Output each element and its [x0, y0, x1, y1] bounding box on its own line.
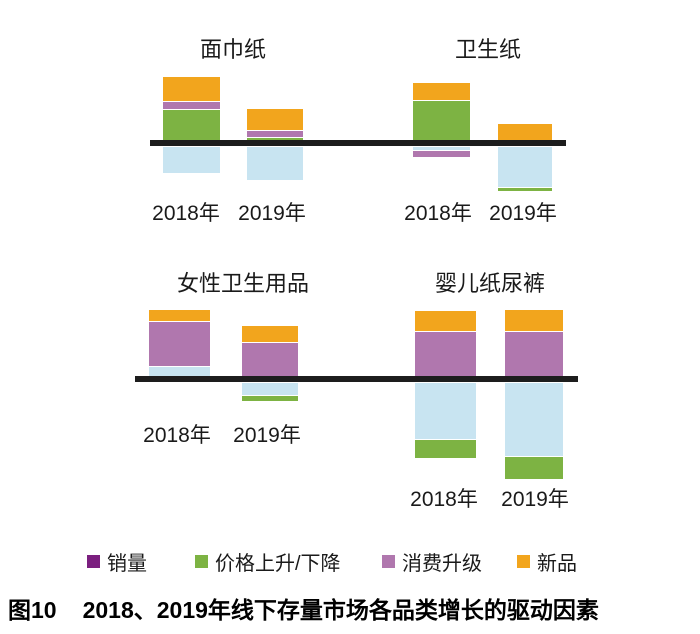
bar-segment-销量 — [498, 147, 552, 187]
bar-segment-新品 — [242, 326, 298, 342]
caption-text: 2018、2019年线下存量市场各品类增长的驱动因素 — [82, 597, 599, 623]
bar-segment-消费升级 — [415, 332, 476, 376]
bar-segment-消费升级 — [242, 343, 298, 376]
legend-swatch-new-products — [517, 555, 530, 568]
legend-swatch-price — [195, 555, 208, 568]
bar-segment-销量 — [247, 147, 303, 180]
figure-caption: 图10 2018、2019年线下存量市场各品类增长的驱动因素 — [8, 591, 599, 625]
chart-title-toilet-paper: 卫生纸 — [454, 37, 522, 62]
bar-segment-销量 — [163, 147, 220, 173]
bar-segment-价格上升/下降 — [242, 396, 298, 401]
bar-segment-新品 — [413, 83, 470, 100]
bar-segment-销量 — [413, 147, 470, 150]
category-label: 2018年 — [404, 202, 472, 225]
legend-item-price: 价格上升/下降 — [195, 547, 341, 576]
bar-segment-新品 — [163, 77, 220, 101]
bar-segment-消费升级 — [413, 151, 470, 157]
legend-label-premiumisation: 消费升级 — [402, 553, 482, 575]
bar-segment-新品 — [505, 310, 563, 331]
bar-segment-销量 — [415, 383, 476, 439]
legend-item-volume: 销量 — [87, 547, 147, 576]
legend-label-price: 价格上升/下降 — [215, 553, 341, 575]
bar-segment-价格上升/下降 — [413, 101, 470, 140]
bar-segment-销量 — [149, 367, 210, 376]
bar-segment-价格上升/下降 — [415, 440, 476, 458]
category-label: 2019年 — [489, 202, 557, 225]
caption-label: 图10 — [8, 597, 57, 623]
legend-swatch-volume — [87, 555, 100, 568]
bar-segment-新品 — [149, 310, 210, 321]
legend-label-volume: 销量 — [107, 553, 147, 575]
bar-segment-消费升级 — [247, 131, 303, 137]
bar-segment-消费升级 — [505, 332, 563, 376]
bar-segment-消费升级 — [149, 322, 210, 366]
chart-title-feminine-care: 女性卫生用品 — [176, 271, 310, 296]
bar-segment-价格上升/下降 — [498, 188, 552, 191]
bar-segment-销量 — [505, 383, 563, 456]
chart-title-facial-tissue: 面巾纸 — [199, 37, 267, 62]
bar-segment-新品 — [498, 124, 552, 140]
legend-item-new-products: 新品 — [517, 547, 577, 576]
bar-segment-销量 — [242, 383, 298, 395]
bar-segment-消费升级 — [163, 102, 220, 109]
category-label: 2018年 — [143, 424, 211, 447]
chart-title-baby-diapers: 婴儿纸尿裤 — [434, 271, 546, 296]
bar-segment-新品 — [247, 109, 303, 130]
bar-segment-价格上升/下降 — [163, 110, 220, 140]
legend-label-new-products: 新品 — [537, 553, 577, 575]
category-label: 2019年 — [233, 424, 301, 447]
category-label: 2019年 — [501, 488, 569, 511]
bar-segment-价格上升/下降 — [505, 457, 563, 479]
category-label: 2018年 — [410, 488, 478, 511]
bar-segment-新品 — [415, 311, 476, 331]
zero-axis-line-top — [150, 140, 566, 146]
bar-segment-价格上升/下降 — [247, 138, 303, 140]
legend-item-premiumisation: 消费升级 — [382, 547, 482, 576]
category-label: 2019年 — [238, 202, 306, 225]
legend-swatch-premiumisation — [382, 555, 395, 568]
category-label: 2018年 — [152, 202, 220, 225]
zero-axis-line-bottom — [135, 376, 578, 382]
